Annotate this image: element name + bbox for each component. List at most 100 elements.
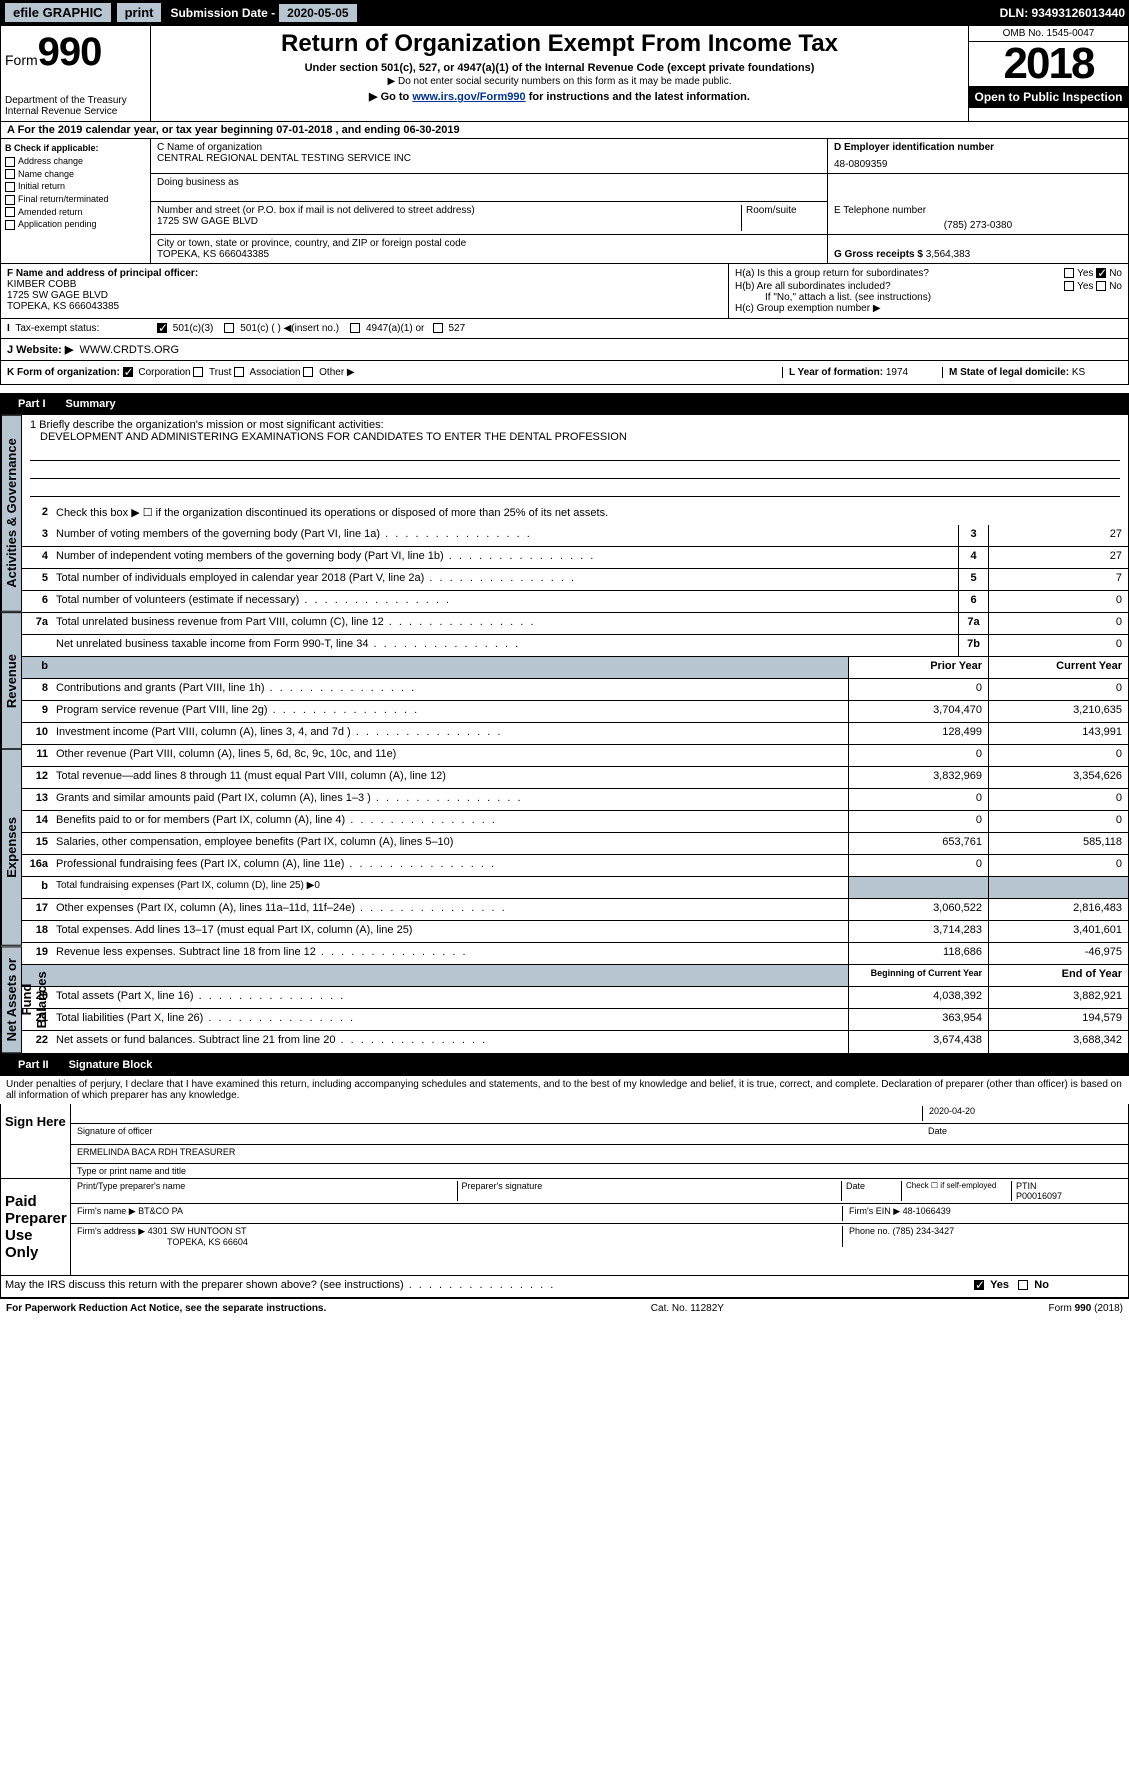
line15-curr: 585,118 <box>988 833 1128 854</box>
gross-value: 3,564,383 <box>926 249 971 260</box>
chk-initial-return[interactable] <box>5 182 15 192</box>
line21-end: 194,579 <box>988 1009 1128 1030</box>
line20-end: 3,882,921 <box>988 987 1128 1008</box>
line8-desc: Contributions and grants (Part VIII, lin… <box>52 679 848 700</box>
irs-label: Internal Revenue Service <box>5 106 146 117</box>
chk-hb-yes[interactable] <box>1064 281 1074 291</box>
firm-phone: (785) 234-3427 <box>893 1226 955 1236</box>
line18-prior: 3,714,283 <box>848 921 988 942</box>
chk-527[interactable] <box>433 323 443 333</box>
vert-net-assets: Net Assets or Fund Balances <box>1 946 22 1053</box>
phone-label: E Telephone number <box>834 205 1122 216</box>
firm-name: BT&CO PA <box>138 1206 183 1216</box>
line13-prior: 0 <box>848 789 988 810</box>
vert-governance: Activities & Governance <box>1 415 22 612</box>
hc-label: H(c) Group exemption number ▶ <box>735 303 1122 314</box>
officer-name: KIMBER COBB <box>7 279 722 290</box>
print-button[interactable]: print <box>116 2 163 23</box>
line12-desc: Total revenue—add lines 8 through 11 (mu… <box>52 767 848 788</box>
line2: Check this box ▶ ☐ if the organization d… <box>52 503 1128 525</box>
line22-begin: 3,674,438 <box>848 1031 988 1053</box>
line8-curr: 0 <box>988 679 1128 700</box>
box-b-label: B Check if applicable: <box>5 143 146 153</box>
chk-app-pending[interactable] <box>5 220 15 230</box>
line21-desc: Total liabilities (Part X, line 26) <box>52 1009 848 1030</box>
chk-corp[interactable] <box>123 367 133 377</box>
sig-officer-label: Signature of officer <box>77 1126 922 1142</box>
print-name-label: Type or print name and title <box>71 1164 1128 1178</box>
tax-year: 2018 <box>969 42 1128 86</box>
line7a-desc: Total unrelated business revenue from Pa… <box>52 613 958 634</box>
domicile-label: M State of legal domicile: <box>949 367 1072 378</box>
chk-amended[interactable] <box>5 207 15 217</box>
line3-val: 27 <box>988 525 1128 546</box>
chk-name-change[interactable] <box>5 169 15 179</box>
line14-desc: Benefits paid to or for members (Part IX… <box>52 811 848 832</box>
line13-desc: Grants and similar amounts paid (Part IX… <box>52 789 848 810</box>
year-formation-label: L Year of formation: <box>789 367 886 378</box>
chk-assoc[interactable] <box>234 367 244 377</box>
line15-prior: 653,761 <box>848 833 988 854</box>
officer-addr1: 1725 SW GAGE BLVD <box>7 290 722 301</box>
chk-address-change[interactable] <box>5 157 15 167</box>
part2-header: Part II Signature Block <box>0 1054 1129 1076</box>
chk-4947[interactable] <box>350 323 360 333</box>
line12-curr: 3,354,626 <box>988 767 1128 788</box>
line16a-prior: 0 <box>848 855 988 876</box>
officer-addr2: TOPEKA, KS 666043385 <box>7 301 722 312</box>
line10-prior: 128,499 <box>848 723 988 744</box>
line21-begin: 363,954 <box>848 1009 988 1030</box>
hb-label: H(b) Are all subordinates included? <box>735 281 891 292</box>
line11-desc: Other revenue (Part VIII, column (A), li… <box>52 745 848 766</box>
line19-desc: Revenue less expenses. Subtract line 18 … <box>52 943 848 964</box>
line6-desc: Total number of volunteers (estimate if … <box>52 591 958 612</box>
line18-curr: 3,401,601 <box>988 921 1128 942</box>
chk-trust[interactable] <box>193 367 203 377</box>
line14-prior: 0 <box>848 811 988 832</box>
chk-hb-no[interactable] <box>1096 281 1106 291</box>
chk-discuss-no[interactable] <box>1018 1280 1028 1290</box>
irs-link[interactable]: www.irs.gov/Form990 <box>412 91 525 103</box>
firm-addr2: TOPEKA, KS 66604 <box>77 1237 842 1247</box>
chk-discuss-yes[interactable] <box>974 1280 984 1290</box>
top-bar: efile GRAPHIC print Submission Date - 20… <box>0 0 1129 25</box>
line10-desc: Investment income (Part VIII, column (A)… <box>52 723 848 744</box>
chk-501c[interactable] <box>224 323 234 333</box>
chk-final-return[interactable] <box>5 195 15 205</box>
line19-curr: -46,975 <box>988 943 1128 964</box>
line3-desc: Number of voting members of the governin… <box>52 525 958 546</box>
row-i-tax-status: I Tax-exempt status: 501(c)(3) 501(c) ( … <box>0 319 1129 339</box>
phone-value: (785) 273-0380 <box>834 220 1122 231</box>
dba-label: Doing business as <box>157 177 821 188</box>
chk-ha-no[interactable] <box>1096 268 1106 278</box>
firm-addr-label: Firm's address ▶ <box>77 1226 145 1236</box>
ptin-value: P00016097 <box>1016 1191 1118 1201</box>
mission-text: DEVELOPMENT AND ADMINISTERING EXAMINATIO… <box>30 431 1120 443</box>
chk-other[interactable] <box>303 367 313 377</box>
gross-label: G Gross receipts $ <box>834 249 926 260</box>
ha-label: H(a) Is this a group return for subordin… <box>735 268 929 279</box>
current-year-header: Current Year <box>988 657 1128 678</box>
line10-curr: 143,991 <box>988 723 1128 744</box>
prep-name-header: Print/Type preparer's name <box>77 1181 458 1201</box>
line17-curr: 2,816,483 <box>988 899 1128 920</box>
org-name: CENTRAL REGIONAL DENTAL TESTING SERVICE … <box>157 153 821 164</box>
line4-val: 27 <box>988 547 1128 568</box>
submission-date: 2020-05-05 <box>279 4 356 22</box>
room-label: Room/suite <box>741 205 821 231</box>
line8-prior: 0 <box>848 679 988 700</box>
chk-501c3[interactable] <box>157 323 167 333</box>
efile-label: efile GRAPHIC <box>4 2 112 23</box>
self-employed-label: Check ☐ if self-employed <box>902 1181 1012 1201</box>
prep-date-header: Date <box>842 1181 902 1201</box>
form-ref: Form 990 (2018) <box>1049 1303 1123 1314</box>
line16b-desc: Total fundraising expenses (Part IX, col… <box>52 877 848 898</box>
domicile: KS <box>1072 367 1085 378</box>
submission-label: Submission Date - <box>166 4 279 22</box>
firm-ein: 48-1066439 <box>903 1206 951 1216</box>
vert-expenses: Expenses <box>1 749 22 946</box>
chk-ha-yes[interactable] <box>1064 268 1074 278</box>
begin-year-header: Beginning of Current Year <box>848 965 988 986</box>
officer-label: F Name and address of principal officer: <box>7 268 198 279</box>
form-link-row: ▶ Go to www.irs.gov/Form990 for instruct… <box>159 90 960 103</box>
